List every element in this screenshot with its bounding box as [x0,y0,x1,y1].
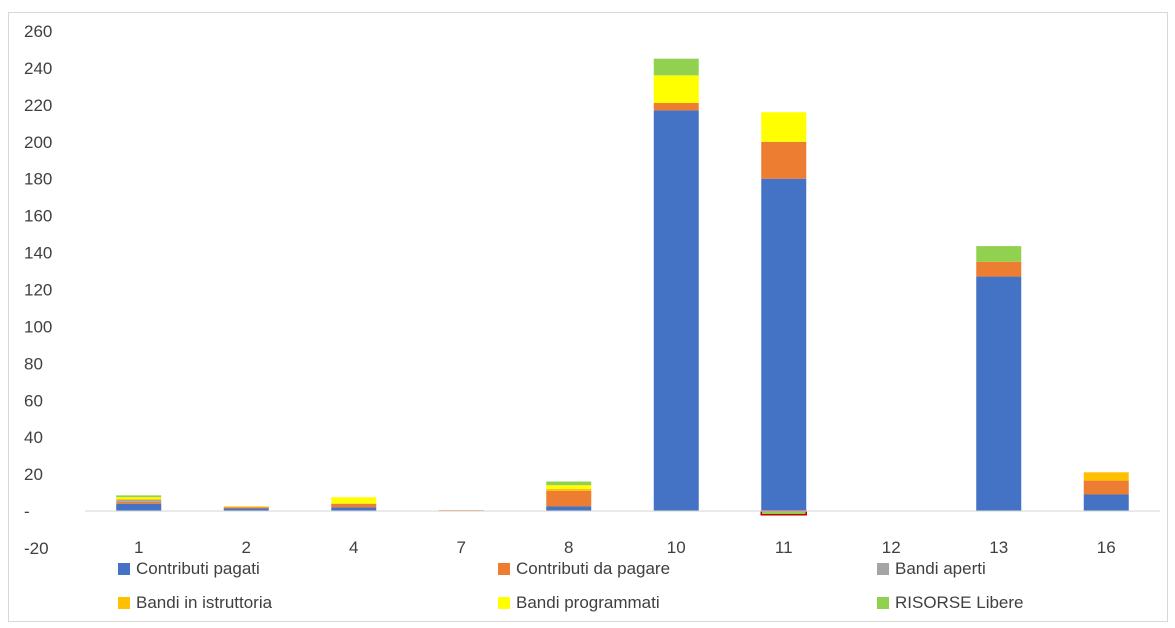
bar-segment-contributi-da-pagare-cat-10 [653,103,699,111]
bar-segment-contributi-da-pagare-cat-16 [1083,480,1129,495]
bar-segment-contributi-pagati-cat-11 [761,178,807,512]
y-tick-label: -20 [24,539,49,558]
bar-segment-contributi-da-pagare-cat-11 [761,141,807,179]
bar-segment-bandi-in-istruttoria-cat-1 [116,499,162,501]
bar-segment-contributi-da-pagare-cat-2 [223,507,269,509]
y-tick-label: 200 [24,133,52,152]
y-tick-label: 60 [24,391,43,410]
y-tick-label: 140 [24,244,52,263]
x-tick-label: 11 [775,538,793,557]
y-tick-label: 220 [24,96,52,115]
bar-segment-bandi-in-istruttoria-cat-8 [546,488,592,491]
bar-segment-contributi-da-pagare-cat-4 [331,503,377,508]
bar-segment-bandi-aperti-cat-1 [116,499,162,502]
y-tick-label: 180 [24,170,52,189]
bar-segment-risorse-libere-cat-13 [976,246,1022,262]
bar-segment-contributi-da-pagare-cat-1 [116,501,162,504]
y-tick-label: 20 [24,465,43,484]
x-tick-label: 12 [882,538,901,557]
bar-segment-bandi-programmati-cat-4 [331,497,377,504]
bar-segment-bandi-programmati-cat-8 [546,485,592,489]
y-tick-label: 100 [24,317,52,336]
bar-segment-risorse-libere-cat-1 [116,495,162,498]
bar-segment-contributi-da-pagare-cat-8 [546,490,592,507]
bar-segment-contributi-pagati-cat-16 [1083,494,1129,512]
x-tick-label: 13 [989,538,1008,557]
bar-segment-contributi-pagati-cat-2 [223,508,269,512]
y-tick-label: 260 [24,22,52,41]
bar-segment-contributi-pagati-cat-4 [331,507,377,512]
bar-segment-contributi-pagati-cat-1 [116,503,162,512]
bar-segment-contributi-pagati-cat-13 [976,276,1022,512]
bar-segment-contributi-pagati-cat-10 [653,110,699,512]
x-tick-label: 4 [349,538,358,557]
bar-segment-bandi-in-istruttoria-cat-16 [1083,472,1129,481]
bar-segment-bandi-programmati-cat-10 [653,75,699,104]
x-tick-label: 1 [134,538,143,557]
bar-segment-risorse-libere-cat-8 [546,481,592,486]
bar-segment-bandi-programmati-cat-11 [761,112,807,142]
x-tick-label: 2 [242,538,251,557]
y-tick-label: 240 [24,59,52,78]
bar-segment-contributi-da-pagare-cat-13 [976,261,1022,277]
bar-segment-bandi-in-istruttoria-cat-2 [223,506,269,508]
chart-frame [8,12,1168,622]
bar-segment-risorse-libere-cat-10 [653,58,699,76]
x-tick-label: 8 [564,538,573,557]
y-tick-label: - [24,502,30,521]
bar-segment-contributi-pagati-cat-8 [546,506,592,512]
y-tick-label: 120 [24,281,52,300]
y-tick-label: 40 [24,428,43,447]
bar-segment-bandi-programmati-cat-1 [116,497,162,500]
x-tick-label: 10 [667,538,686,557]
y-tick-label: 80 [24,354,43,373]
y-tick-label: 160 [24,207,52,226]
x-tick-label: 16 [1097,538,1116,557]
x-tick-label: 7 [457,538,466,557]
